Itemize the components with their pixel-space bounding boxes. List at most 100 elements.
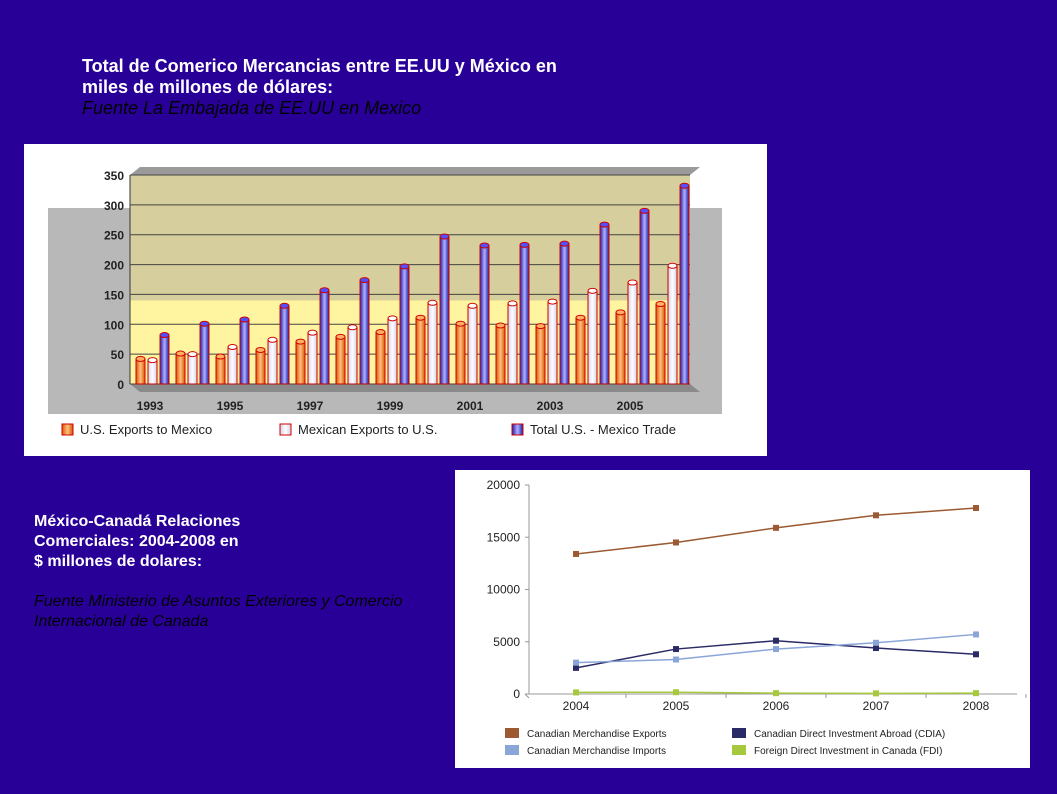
legend-label: Canadian Merchandise Imports: [527, 746, 666, 757]
bar: [255, 349, 266, 385]
bar: [159, 334, 170, 385]
caption-line-2: Comerciales: 2004-2008 en: [34, 533, 239, 550]
x-tick-label: 1999: [377, 399, 404, 413]
title-line-2: miles de millones de dólares:: [82, 77, 334, 97]
bar: [267, 339, 278, 385]
bar: [295, 341, 306, 385]
bar-cap: [187, 351, 198, 358]
bar: [467, 305, 478, 385]
y-tick-label: 100: [104, 318, 124, 332]
bar-cap: [547, 298, 558, 305]
bar-cap: [387, 315, 398, 322]
title-source: Fuente La Embajada de EE.UU en Mexico: [82, 98, 422, 118]
bar: [655, 303, 666, 385]
x-tick-label: 2005: [663, 699, 690, 713]
bar-cap: [335, 333, 346, 340]
x-tick-label: 2004: [563, 699, 590, 713]
y-tick-label: 300: [104, 199, 124, 213]
bar: [495, 324, 506, 385]
bar: [307, 332, 318, 385]
bar-cap: [455, 320, 466, 327]
bar-cap: [359, 277, 370, 284]
legend-swatch: [279, 423, 292, 436]
legend-label: U.S. Exports to Mexico: [80, 422, 212, 437]
legend-label: Foreign Direct Investment in Canada (FDI…: [754, 746, 942, 757]
bar: [507, 302, 518, 385]
caption-line-3: $ millones de dolares:: [34, 553, 203, 570]
data-point: [973, 631, 979, 638]
bar-cap: [575, 314, 586, 321]
bar: [335, 336, 346, 385]
bar: [599, 224, 610, 385]
bar: [439, 236, 450, 385]
y-tick-label: 50: [111, 348, 125, 362]
y-tick-label: 350: [104, 169, 124, 183]
x-tick-label: 2001: [457, 399, 484, 413]
bar: [587, 290, 598, 385]
us-mexico-trade-chart-svg: 0 50 100 150 200 250 300 350 1993 1995 1997 1999 200…: [48, 167, 722, 437]
bar: [135, 358, 146, 385]
bar-cap: [615, 309, 626, 316]
legend-swatch: [505, 728, 519, 738]
legend-swatch: [732, 728, 746, 738]
bar-cap: [215, 353, 226, 360]
bar-cap: [667, 262, 678, 269]
bar-cap: [175, 350, 186, 357]
x-tick-label: 1995: [217, 399, 244, 413]
bar-cap: [467, 302, 478, 309]
legend-swatch: [505, 745, 519, 755]
bar-cap: [375, 329, 386, 336]
bar-cap: [347, 324, 358, 331]
data-point: [873, 512, 879, 519]
bar: [479, 244, 490, 385]
series-line: [575, 639, 977, 669]
bar-cap: [199, 320, 210, 327]
y-tick-label: 0: [513, 687, 520, 701]
x-tick-label: 2005: [617, 399, 644, 413]
y-tick-label: 20000: [487, 478, 521, 492]
data-point: [773, 646, 779, 653]
bar: [535, 325, 546, 385]
bar-cap: [519, 241, 530, 248]
y-tick-label: 150: [104, 288, 124, 302]
x-tick-label: 2007: [863, 699, 890, 713]
data-point: [973, 690, 979, 697]
bar: [215, 356, 226, 385]
data-point: [673, 646, 679, 653]
title-line-1: Total de Comerico Mercancias entre EE.UU…: [82, 56, 557, 76]
x-tick-label: 1997: [297, 399, 324, 413]
bar: [147, 359, 158, 385]
bar: [615, 311, 626, 385]
bar-cap: [147, 357, 158, 364]
y-tick-label: 250: [104, 229, 124, 243]
bar: [227, 346, 238, 385]
bar-cap: [399, 263, 410, 270]
data-point: [773, 690, 779, 697]
data-point: [973, 504, 979, 511]
bar-cap: [599, 221, 610, 228]
data-point: [673, 539, 679, 546]
legend-swatch: [732, 745, 746, 755]
y-tick-label: 200: [104, 259, 124, 273]
data-point: [673, 689, 679, 696]
bar: [547, 301, 558, 385]
bar-cap: [587, 287, 598, 294]
data-point: [573, 550, 579, 557]
bar: [399, 265, 410, 385]
bar-cap: [267, 336, 278, 343]
bar: [639, 210, 650, 385]
bar: [187, 353, 198, 385]
caption-line-1: México-Canadá Relaciones: [34, 513, 241, 530]
legend-swatch: [61, 423, 74, 436]
y-tick-label: 5000: [493, 635, 520, 649]
mexico-canada-caption: México-Canadá Relaciones Comerciales: 20…: [34, 512, 454, 632]
bar: [427, 302, 438, 385]
bar: [319, 289, 330, 385]
data-point: [773, 637, 779, 644]
legend-label: Mexican Exports to U.S.: [298, 422, 437, 437]
y-tick-label: 15000: [487, 530, 521, 544]
bar-cap: [135, 355, 146, 362]
data-point: [873, 645, 879, 652]
plot-floor: [130, 384, 700, 392]
bar-cap: [535, 323, 546, 330]
